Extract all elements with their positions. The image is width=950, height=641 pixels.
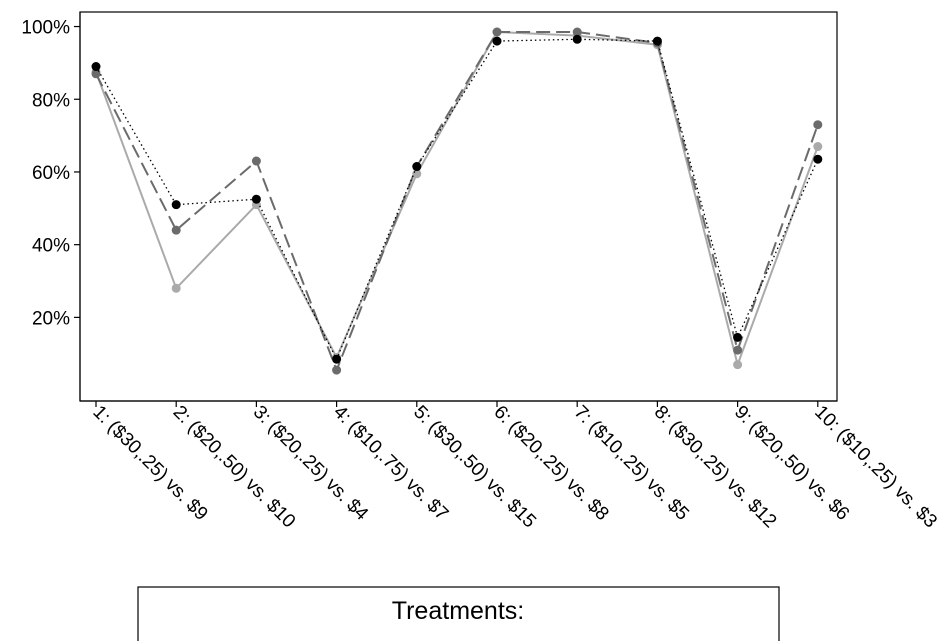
x-axis-ticks: 1: ($30,.25) vs. $92: ($20,.50) vs. $103… xyxy=(88,401,940,532)
data-point xyxy=(813,120,822,129)
y-tick-label: 60% xyxy=(32,163,70,184)
legend-title: Treatments: xyxy=(392,597,524,625)
data-point xyxy=(252,195,261,204)
data-point xyxy=(573,35,582,44)
data-point xyxy=(733,346,742,355)
data-point xyxy=(172,200,181,209)
series-line xyxy=(96,32,818,365)
data-point xyxy=(332,366,341,375)
y-axis-ticks: 20% 40% 60% 80% 100% xyxy=(21,18,80,330)
data-point xyxy=(733,360,742,369)
plot-frame xyxy=(80,12,837,401)
series-layer xyxy=(92,27,823,374)
legend: Treatments: ACCOUNTPAYPAY×3 xyxy=(138,587,779,641)
y-tick-label: 100% xyxy=(21,18,70,39)
data-point xyxy=(813,142,822,151)
data-point xyxy=(252,157,261,166)
data-point xyxy=(412,162,421,171)
series-1 xyxy=(92,27,823,374)
y-tick-label: 20% xyxy=(32,308,70,329)
data-point xyxy=(172,226,181,235)
y-tick-label: 40% xyxy=(32,236,70,257)
series-line xyxy=(96,39,818,359)
series-line xyxy=(96,32,818,370)
data-point xyxy=(493,37,502,46)
y-tick-label: 80% xyxy=(32,90,70,111)
data-point xyxy=(653,37,662,46)
data-point xyxy=(733,333,742,342)
series-2 xyxy=(92,35,823,364)
series-0 xyxy=(92,27,823,369)
data-point xyxy=(92,62,101,71)
data-point xyxy=(493,27,502,36)
data-point xyxy=(332,355,341,364)
data-point xyxy=(172,284,181,293)
data-point xyxy=(813,155,822,164)
